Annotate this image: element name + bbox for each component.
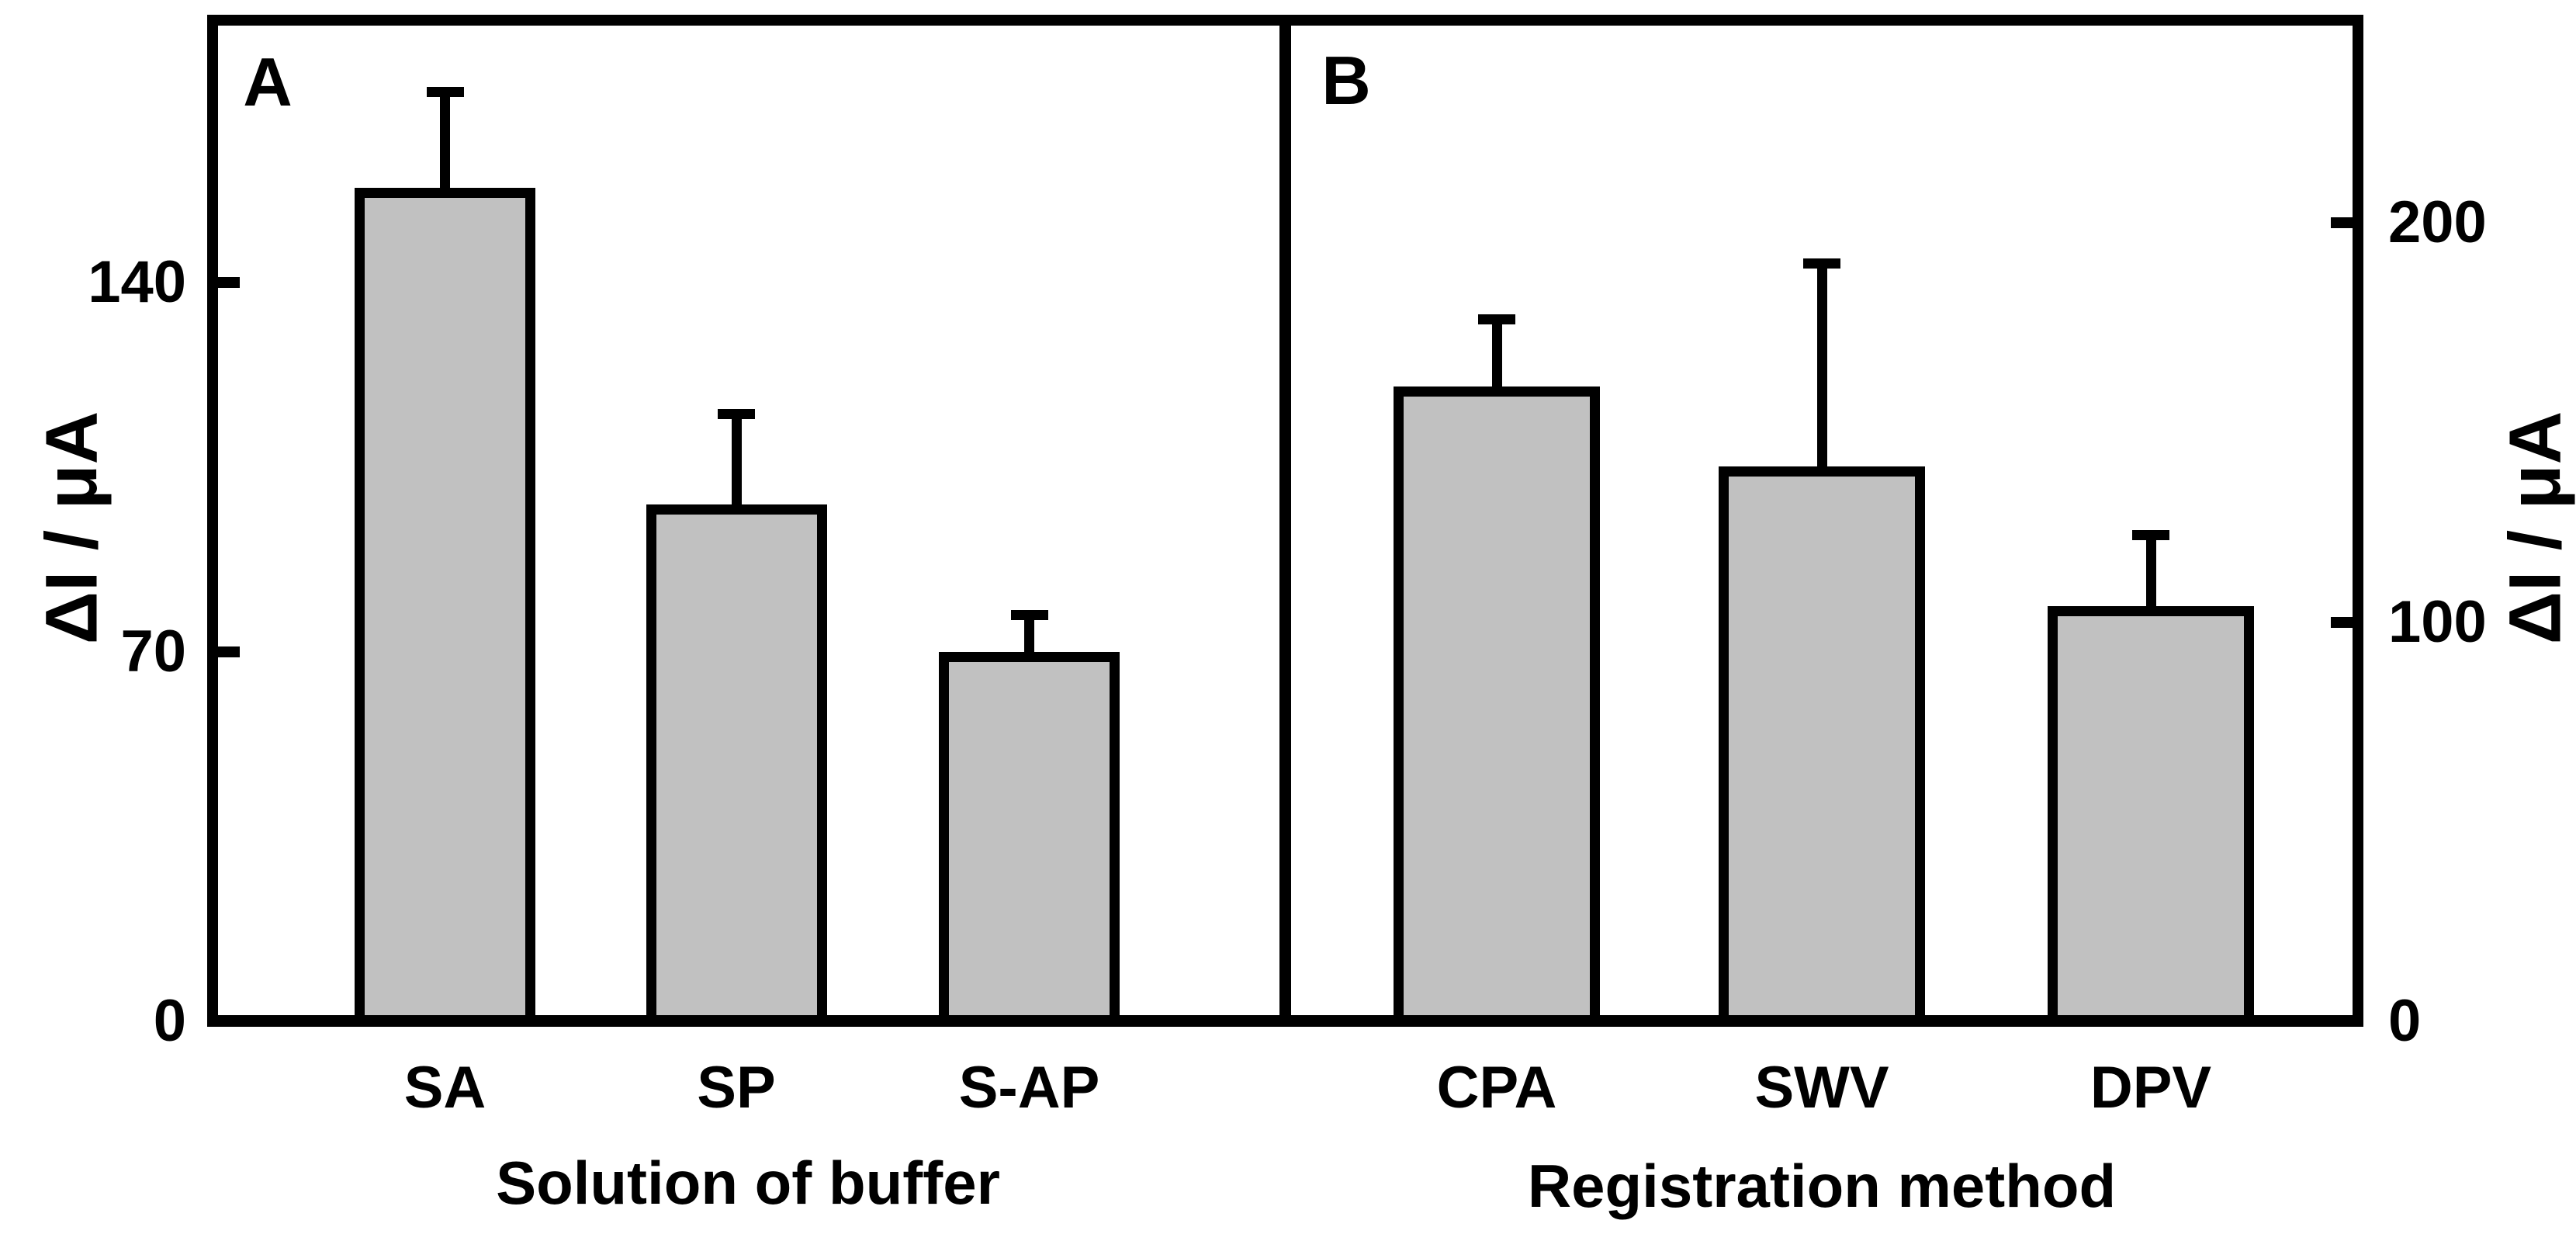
right-axis-spine	[2353, 15, 2363, 1027]
y-tick-label-right-200: 200	[2388, 189, 2487, 255]
error-bar-stem-cpa	[1491, 314, 1502, 386]
left-axis-spine	[207, 15, 218, 1027]
y-tick-label-right-0: 0	[2388, 988, 2422, 1054]
panel-divider-line	[1279, 15, 1291, 1027]
error-bar-stem-swv	[1816, 258, 1827, 466]
y-tick-right-200	[2331, 217, 2353, 228]
x-category-label-sa: SA	[403, 1055, 486, 1121]
y-tick-label-left-70: 70	[120, 619, 186, 685]
error-bar-stem-sa	[440, 87, 450, 188]
error-bar-cap-swv	[1803, 258, 1840, 269]
y-tick-label-left-0: 0	[153, 988, 186, 1054]
bar-swv	[1719, 466, 1925, 1025]
y-axis-label-left: ΔI / μA	[30, 411, 113, 645]
x-category-label-sp: SP	[697, 1055, 776, 1121]
y-tick-left-140	[218, 277, 240, 288]
y-tick-right-100	[2331, 616, 2353, 628]
error-bar-stem-dpv	[2145, 530, 2156, 606]
error-bar-cap-cpa	[1478, 314, 1515, 325]
bar-sp	[646, 504, 827, 1025]
panel-letter-b: B	[1321, 42, 1371, 119]
error-bar-cap-s-ap	[1010, 609, 1048, 620]
x-category-label-swv: SWV	[1754, 1055, 1889, 1121]
y-axis-label-right: ΔI / μA	[2494, 411, 2576, 645]
bar-dpv	[2048, 605, 2254, 1025]
panel-letter-a: A	[243, 43, 293, 120]
y-tick-left-0	[218, 1016, 240, 1027]
x-category-label-s-ap: S-AP	[958, 1055, 1100, 1121]
error-bar-cap-sp	[718, 409, 755, 420]
error-bar-stem-sp	[731, 409, 742, 504]
error-bar-cap-dpv	[2132, 530, 2169, 541]
bar-sa	[355, 187, 535, 1025]
y-tick-label-right-100: 100	[2388, 588, 2487, 655]
x-category-label-dpv: DPV	[2090, 1055, 2212, 1121]
y-tick-label-left-140: 140	[88, 249, 186, 315]
error-bar-cap-sa	[426, 87, 464, 98]
error-bar-stem-s-ap	[1024, 609, 1034, 652]
bar-cpa	[1394, 386, 1600, 1025]
x-axis-title-right-panel: Registration method	[1527, 1152, 2117, 1220]
y-tick-right-0	[2331, 1016, 2353, 1027]
x-category-label-cpa: CPA	[1436, 1055, 1557, 1121]
x-axis-title-left-panel: Solution of buffer	[496, 1149, 1000, 1217]
y-tick-left-70	[218, 646, 240, 657]
bar-s-ap	[939, 652, 1120, 1025]
